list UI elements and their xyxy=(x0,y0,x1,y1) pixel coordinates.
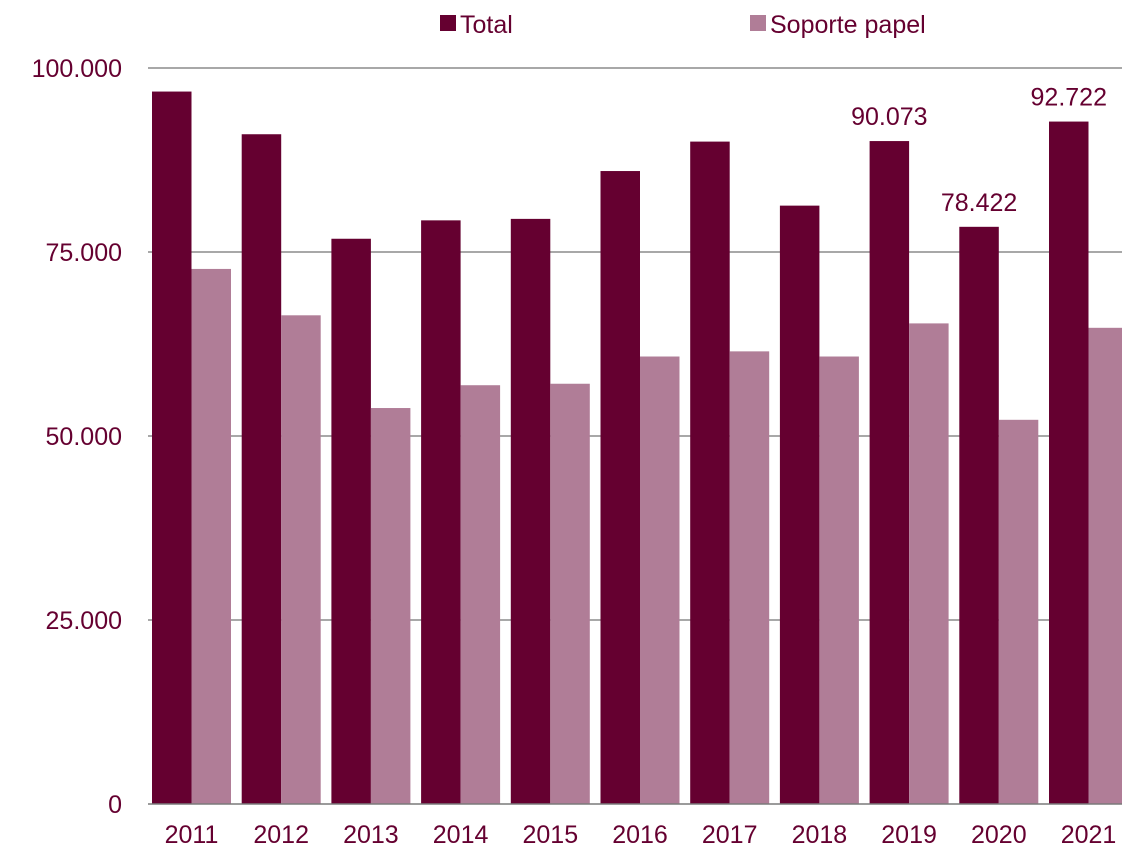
bar-soporte-papel-2014 xyxy=(461,385,501,804)
bar-soporte-papel-2012 xyxy=(281,315,321,804)
bar-total-2019 xyxy=(870,141,910,804)
bar-soporte-papel-2019 xyxy=(909,323,949,804)
bar-total-2016 xyxy=(601,171,641,804)
bar-soporte-papel-2018 xyxy=(819,357,859,804)
x-tick-label: 2014 xyxy=(433,821,489,845)
bar-soporte-papel-2020 xyxy=(999,420,1039,804)
legend-label: Soporte papel xyxy=(770,11,926,39)
bar-total-2012 xyxy=(242,134,282,804)
x-tick-label: 2018 xyxy=(792,821,848,845)
legend-item: Soporte papel xyxy=(750,11,926,39)
legend-swatch xyxy=(750,15,766,31)
bar-total-2011 xyxy=(152,92,192,804)
y-tick-label: 0 xyxy=(108,791,122,819)
data-label: 90.073 xyxy=(851,103,927,131)
bar-soporte-papel-2011 xyxy=(192,269,232,804)
x-tick-label: 2011 xyxy=(165,821,219,845)
x-tick-label: 2017 xyxy=(702,821,758,845)
bar-soporte-papel-2016 xyxy=(640,357,680,804)
x-tick-label: 2015 xyxy=(522,821,578,845)
legend: Total Soporte papel xyxy=(440,11,926,39)
legend-item: Total xyxy=(440,11,513,39)
bar-soporte-papel-2015 xyxy=(550,384,590,804)
bar-soporte-papel-2021 xyxy=(1089,328,1122,804)
bar-soporte-papel-2013 xyxy=(371,408,411,804)
data-label: 78.422 xyxy=(941,189,1017,217)
legend-swatch xyxy=(440,15,456,31)
x-tick-label: 2013 xyxy=(343,821,399,845)
x-tick-label: 2012 xyxy=(253,821,309,845)
bar-total-2013 xyxy=(331,239,371,804)
bar-total-2018 xyxy=(780,206,820,804)
x-tick-label: 2019 xyxy=(881,821,937,845)
x-tick-label: 2021 xyxy=(1061,821,1117,845)
y-tick-label: 100.000 xyxy=(32,55,122,83)
bar-total-2015 xyxy=(511,219,551,804)
bar-total-2020 xyxy=(959,227,999,804)
bar-total-2014 xyxy=(421,220,461,804)
x-tick-label: 2020 xyxy=(971,821,1027,845)
data-label: 92.722 xyxy=(1031,84,1107,112)
y-tick-label: 75.000 xyxy=(46,239,122,267)
y-tick-label: 25.000 xyxy=(46,607,122,635)
legend-label: Total xyxy=(460,11,513,39)
x-tick-label: 2016 xyxy=(612,821,668,845)
y-tick-label: 50.000 xyxy=(46,423,122,451)
bar-total-2017 xyxy=(690,142,730,804)
bar-soporte-papel-2017 xyxy=(730,351,770,804)
bar-total-2021 xyxy=(1049,122,1089,804)
